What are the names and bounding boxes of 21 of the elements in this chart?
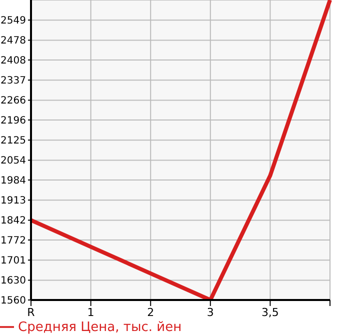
y-tick-label: 1630 xyxy=(0,276,26,287)
y-tick-label: 1560 xyxy=(0,296,26,307)
x-tick-label: 3,5 xyxy=(261,306,279,319)
y-tick-label: 1701 xyxy=(0,256,26,267)
y-tick-label: 2549 xyxy=(0,16,26,27)
x-tick-label: R xyxy=(27,306,36,319)
y-tick-label: 2054 xyxy=(0,156,26,167)
y-tick-label: 1984 xyxy=(0,176,26,187)
x-tick-label: 1 xyxy=(87,306,94,319)
y-tick-label: 1842 xyxy=(0,216,26,227)
x-tick-label: 2 xyxy=(147,306,154,319)
y-tick-label: 2478 xyxy=(0,36,26,47)
legend-label: Средняя Цена, тыс. йен xyxy=(18,320,182,335)
y-tick-label: 1772 xyxy=(0,236,26,247)
y-tick-label: 1913 xyxy=(0,196,26,207)
y-tick-label: 2196 xyxy=(0,116,26,127)
y-tick-label: 2125 xyxy=(0,136,26,147)
y-tick-label: 2266 xyxy=(0,96,26,107)
y-tick-label: 2408 xyxy=(0,56,26,67)
x-tick-label: 3 xyxy=(206,306,214,319)
y-tick-label: 2337 xyxy=(0,76,26,87)
